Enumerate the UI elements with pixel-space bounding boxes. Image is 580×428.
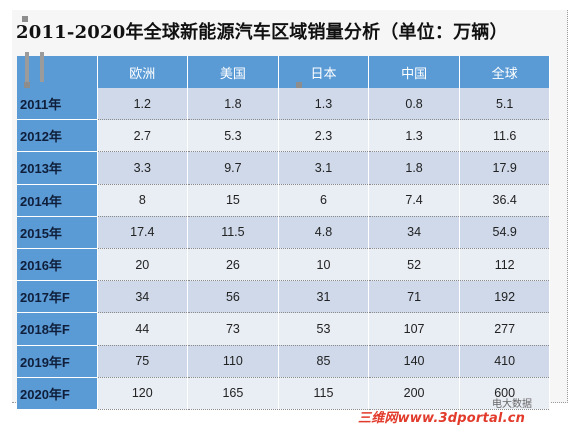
cell-value: 2.7 xyxy=(97,119,189,153)
cell-value: 110 xyxy=(187,345,279,378)
cell-value: 17.9 xyxy=(459,151,551,185)
cell-value: 1.8 xyxy=(187,88,279,121)
header-corner xyxy=(17,56,98,88)
cell-value: 11.6 xyxy=(459,119,551,153)
selection-handle[interactable] xyxy=(24,82,30,88)
selection-handle[interactable] xyxy=(22,16,28,22)
cell-value: 71 xyxy=(368,280,460,314)
table-row: 2016年 20 26 10 52 112 xyxy=(17,248,551,282)
cell-value: 5.3 xyxy=(187,119,279,153)
cell-value: 85 xyxy=(278,345,370,378)
cell-value: 410 xyxy=(459,345,551,378)
cell-value: 73 xyxy=(187,312,279,346)
cell-value: 120 xyxy=(97,377,189,410)
cell-value: 36.4 xyxy=(459,184,551,217)
header-japan: 日本 xyxy=(278,56,370,88)
cell-value: 54.9 xyxy=(459,216,551,249)
header-europe: 欧洲 xyxy=(97,56,189,88)
cell-value: 6 xyxy=(278,184,370,217)
source-note: 电大数据 xyxy=(492,399,532,410)
row-year: 2013年 xyxy=(17,151,98,185)
table-row: 2015年 17.4 11.5 4.8 34 54.9 xyxy=(17,216,551,249)
row-year: 2018年F xyxy=(17,312,98,346)
cell-value: 115 xyxy=(278,377,370,410)
cell-value: 140 xyxy=(368,345,460,378)
table-row: 2013年 3.3 9.7 3.1 1.8 17.9 xyxy=(17,151,551,185)
cell-value: 34 xyxy=(97,280,189,314)
cell-value: 75 xyxy=(97,345,189,378)
cell-value: 3.1 xyxy=(278,151,370,185)
cell-value: 9.7 xyxy=(187,151,279,185)
selection-handle[interactable] xyxy=(296,82,302,88)
cell-value: 20 xyxy=(97,248,189,282)
cell-value: 3.3 xyxy=(97,151,189,185)
cell-value: 1.8 xyxy=(368,151,460,185)
cell-value: 52 xyxy=(368,248,460,282)
cell-value: 600 xyxy=(459,377,551,410)
row-year: 2016年 xyxy=(17,248,98,282)
table-row: 2018年F 44 73 53 107 277 xyxy=(17,312,551,346)
header-usa: 美国 xyxy=(187,56,279,88)
table-row: 2020年F 120 165 115 200 600 xyxy=(17,377,551,410)
cell-value: 56 xyxy=(187,280,279,314)
cell-value: 1.3 xyxy=(368,119,460,153)
cell-value: 277 xyxy=(459,312,551,346)
row-year: 2015年 xyxy=(17,216,98,249)
cell-value: 26 xyxy=(187,248,279,282)
table-row: 2017年F 34 56 31 71 192 xyxy=(17,280,551,314)
sales-table: 欧洲 美国 日本 中国 全球 2011年 1.2 1.8 1.3 0.8 5.1… xyxy=(17,56,551,410)
header-china: 中国 xyxy=(368,56,460,88)
table-row: 2019年F 75 110 85 140 410 xyxy=(17,345,551,378)
selection-edge[interactable] xyxy=(40,52,44,82)
cell-value: 15 xyxy=(187,184,279,217)
cell-value: 11.5 xyxy=(187,216,279,249)
row-year: 2020年F xyxy=(17,377,98,410)
row-year: 2014年 xyxy=(17,184,98,217)
table-title: 2011-2020年全球新能源汽车区域销量分析（单位：万辆） xyxy=(16,22,508,43)
cell-value: 44 xyxy=(97,312,189,346)
cell-value: 53 xyxy=(278,312,370,346)
cell-value: 34 xyxy=(368,216,460,249)
cell-value: 0.8 xyxy=(368,88,460,121)
table-row: 2011年 1.2 1.8 1.3 0.8 5.1 xyxy=(17,88,551,121)
cell-value: 200 xyxy=(368,377,460,410)
cell-value: 31 xyxy=(278,280,370,314)
table-row: 2012年 2.7 5.3 2.3 1.3 11.6 xyxy=(17,119,551,153)
cell-value: 1.3 xyxy=(278,88,370,121)
cell-value: 1.2 xyxy=(97,88,189,121)
row-year: 2012年 xyxy=(17,119,98,153)
cell-value: 112 xyxy=(459,248,551,282)
cell-value: 4.8 xyxy=(278,216,370,249)
cell-value: 2.3 xyxy=(278,119,370,153)
row-year: 2011年 xyxy=(17,88,98,121)
cell-value: 17.4 xyxy=(97,216,189,249)
row-year: 2017年F xyxy=(17,280,98,314)
selection-edge[interactable] xyxy=(25,52,29,82)
cell-value: 192 xyxy=(459,280,551,314)
header-row: 欧洲 美国 日本 中国 全球 xyxy=(17,56,551,88)
cell-value: 107 xyxy=(368,312,460,346)
cell-value: 5.1 xyxy=(459,88,551,121)
header-global: 全球 xyxy=(459,56,551,88)
cell-value: 165 xyxy=(187,377,279,410)
cell-value: 7.4 xyxy=(368,184,460,217)
row-year: 2019年F xyxy=(17,345,98,378)
cell-value: 10 xyxy=(278,248,370,282)
table-row: 2014年 8 15 6 7.4 36.4 xyxy=(17,184,551,217)
cell-value: 8 xyxy=(97,184,189,217)
watermark: 三维网www.3dportal.cn xyxy=(358,411,526,426)
